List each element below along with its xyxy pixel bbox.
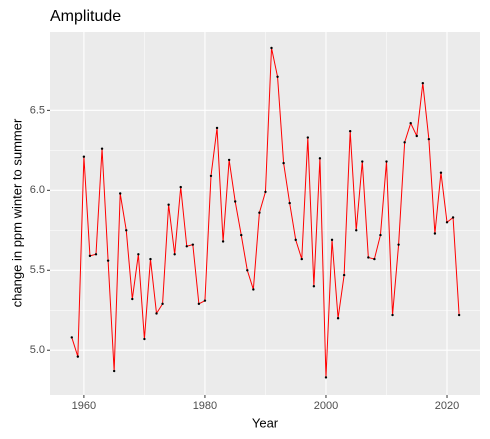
data-point bbox=[106, 259, 110, 262]
data-point bbox=[330, 238, 334, 242]
data-point bbox=[185, 245, 188, 248]
data-point bbox=[143, 337, 146, 341]
data-point bbox=[361, 160, 364, 163]
data-point bbox=[82, 155, 86, 158]
data-point bbox=[197, 302, 201, 306]
data-point bbox=[246, 269, 249, 272]
data-point bbox=[94, 253, 98, 256]
y-tick-label: 5.5 bbox=[30, 264, 45, 276]
data-point bbox=[149, 257, 152, 261]
data-point bbox=[270, 46, 273, 50]
data-point bbox=[457, 313, 461, 317]
data-point bbox=[348, 129, 352, 133]
data-point bbox=[415, 134, 418, 138]
data-point bbox=[294, 238, 297, 242]
data-point bbox=[161, 302, 164, 306]
data-point bbox=[100, 147, 104, 150]
data-point bbox=[391, 313, 394, 317]
data-point bbox=[215, 126, 219, 130]
data-point bbox=[233, 200, 237, 203]
x-tick-label: 2000 bbox=[314, 400, 338, 412]
x-axis-label: Year bbox=[252, 415, 279, 430]
data-point bbox=[439, 171, 443, 174]
data-point bbox=[155, 312, 158, 315]
data-point bbox=[312, 285, 316, 288]
plot-panel bbox=[50, 32, 480, 395]
data-point bbox=[88, 254, 92, 258]
data-point bbox=[179, 185, 182, 189]
data-point bbox=[379, 233, 382, 237]
data-point bbox=[451, 216, 455, 219]
data-point bbox=[240, 233, 243, 237]
data-point bbox=[355, 229, 358, 232]
data-point bbox=[342, 273, 346, 277]
data-point bbox=[258, 211, 261, 214]
data-point bbox=[397, 243, 400, 246]
data-point bbox=[445, 221, 449, 224]
y-axis-label: change in ppm winter to summer bbox=[9, 118, 24, 307]
data-point bbox=[209, 174, 213, 178]
data-point bbox=[421, 81, 425, 85]
data-point bbox=[409, 121, 412, 125]
y-tick-label: 6.0 bbox=[30, 184, 45, 196]
data-point bbox=[276, 75, 279, 78]
chart-title: Amplitude bbox=[50, 8, 121, 25]
y-tick-label: 5.0 bbox=[30, 344, 45, 356]
data-point bbox=[191, 243, 195, 246]
data-point bbox=[221, 240, 225, 243]
data-point bbox=[288, 201, 291, 205]
data-point bbox=[318, 157, 322, 160]
data-point bbox=[203, 299, 207, 302]
data-point bbox=[433, 232, 437, 235]
data-point bbox=[252, 288, 255, 291]
y-tick-label: 6.5 bbox=[30, 104, 45, 116]
data-point bbox=[125, 229, 128, 232]
data-point bbox=[373, 257, 376, 261]
x-tick-label: 2020 bbox=[435, 400, 459, 412]
data-point bbox=[324, 376, 328, 379]
data-point bbox=[173, 253, 176, 256]
data-point bbox=[367, 256, 370, 259]
data-point bbox=[76, 355, 80, 358]
data-point bbox=[167, 203, 170, 206]
x-tick-label: 1960 bbox=[72, 400, 96, 412]
data-point bbox=[112, 369, 116, 373]
data-point bbox=[385, 160, 388, 163]
data-point bbox=[137, 253, 140, 256]
data-point bbox=[282, 161, 285, 165]
data-point bbox=[70, 336, 73, 339]
x-tick-label: 1980 bbox=[193, 400, 217, 412]
data-point bbox=[227, 158, 231, 162]
data-point bbox=[300, 257, 303, 261]
data-point bbox=[403, 141, 406, 144]
data-point bbox=[131, 297, 134, 301]
data-point bbox=[119, 192, 122, 195]
data-point bbox=[427, 137, 431, 141]
data-point bbox=[264, 190, 267, 194]
data-point bbox=[306, 136, 310, 139]
data-point bbox=[336, 317, 340, 320]
